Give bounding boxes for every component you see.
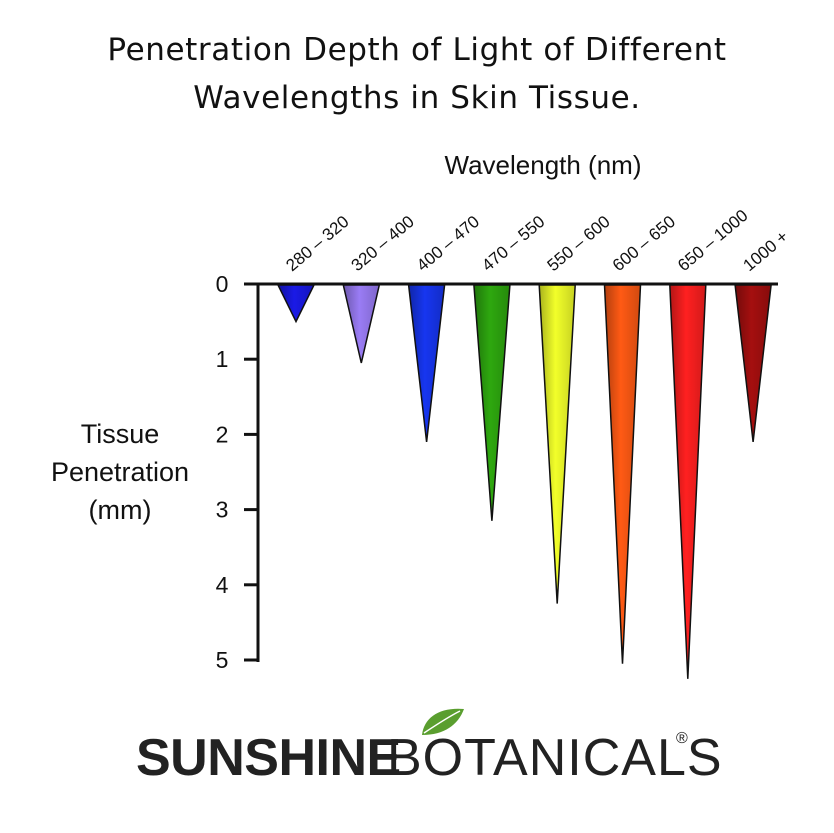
penetration-bars [276, 284, 772, 679]
title-line-2: Wavelengths in Skin Tissue. [193, 80, 641, 116]
y-tick-label: 0 [216, 271, 229, 297]
penetration-bar [407, 284, 446, 443]
category-label: 1000 + [739, 227, 791, 275]
y-axis-label: Tissue Penetration (mm) [51, 419, 189, 525]
y-ticks: 0 1 2 3 4 5 [216, 271, 258, 673]
category-label: 600 – 650 [609, 212, 679, 275]
category-label: 650 – 1000 [674, 206, 751, 275]
penetration-bar [603, 284, 642, 664]
penetration-bar [276, 284, 316, 324]
penetration-bar [473, 284, 511, 521]
brand-logo: SUNSHINE BOTANICALS ® [0, 700, 834, 810]
y-tick-label: 1 [216, 346, 229, 372]
title-line-1: Penetration Depth of Light of Different [107, 32, 727, 68]
registered-mark: ® [676, 730, 688, 747]
y-tick-label: 3 [216, 497, 229, 523]
brand-name-light: BOTANICALS [387, 729, 723, 787]
penetration-bar [734, 284, 772, 443]
category-label: 470 – 550 [478, 212, 548, 275]
x-axis-label: Wavelength (nm) [445, 150, 642, 180]
penetration-bar [538, 284, 576, 604]
category-label: 550 – 600 [544, 212, 614, 275]
y-axis-label-line: Penetration [51, 457, 189, 487]
brand-name-bold: SUNSHINE [136, 729, 401, 787]
y-tick-label: 2 [216, 421, 229, 447]
penetration-bar [342, 284, 381, 364]
penetration-bar [669, 284, 707, 679]
y-tick-label: 4 [216, 572, 229, 598]
y-axis-label-line: (mm) [89, 495, 152, 525]
y-axis-label-line: Tissue [81, 419, 160, 449]
y-tick-label: 5 [216, 647, 229, 673]
category-label: 400 – 470 [413, 212, 483, 275]
leaf-icon [422, 708, 464, 735]
category-label: 320 – 400 [348, 212, 418, 275]
category-label: 280 – 320 [282, 212, 352, 275]
